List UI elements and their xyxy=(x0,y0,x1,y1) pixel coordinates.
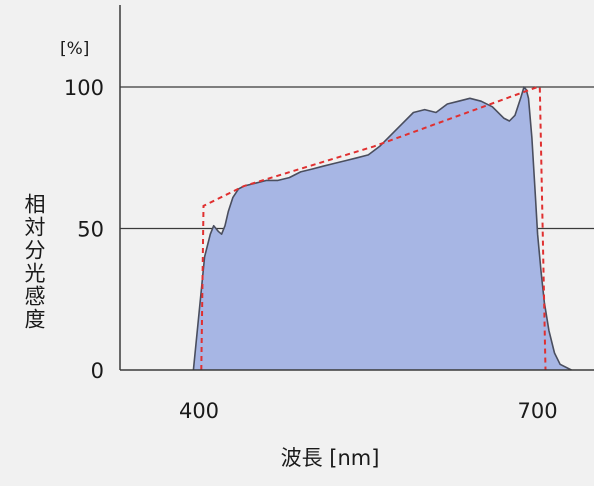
x-tick-label-400: 400 xyxy=(179,399,219,423)
series-layer xyxy=(192,86,572,371)
y-tick-label-100: 100 xyxy=(64,76,104,100)
y-tick-label-0: 0 xyxy=(91,359,104,383)
dashed-line-series-1 xyxy=(200,86,547,371)
y-tick-label-50: 50 xyxy=(77,218,104,242)
tick-labels: 0 50 100 400 700 xyxy=(64,76,558,423)
axes-layer xyxy=(119,5,594,371)
area-outline-series-0 xyxy=(192,86,572,371)
y-unit-label: [%] xyxy=(60,39,89,59)
area-fill-series-0 xyxy=(193,87,572,370)
y-axis-title: 相対分光感度 xyxy=(22,193,46,331)
x-tick-label-700: 700 xyxy=(518,399,558,423)
x-axis-title: 波長 [nm] xyxy=(281,446,380,470)
